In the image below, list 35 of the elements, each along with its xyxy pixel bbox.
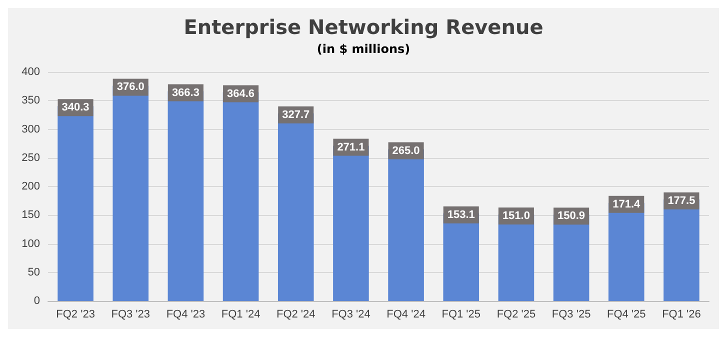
y-tick-label: 300: [22, 123, 40, 136]
data-label: 171.4: [612, 198, 642, 210]
x-tick-label: FQ4 '24: [386, 308, 426, 320]
data-label: 265.0: [392, 144, 420, 157]
y-tick-label: 400: [22, 66, 40, 78]
data-label: 366.3: [172, 86, 200, 99]
chart-title: Enterprise Networking Revenue: [184, 15, 544, 39]
data-label: 150.9: [558, 210, 586, 222]
data-label: 376.0: [116, 81, 144, 94]
x-tick-label: FQ1 '25: [442, 308, 481, 320]
x-tick-label: FQ2 '25: [496, 308, 536, 320]
x-tick-label: FQ1 '24: [221, 308, 260, 320]
y-tick-label: 150: [22, 209, 40, 222]
x-tick-label: FQ4 '25: [606, 308, 646, 320]
data-label: 364.6: [227, 88, 255, 100]
data-label: 271.1: [337, 141, 365, 154]
y-tick-label: 50: [28, 266, 40, 278]
data-label: 340.3: [62, 102, 90, 114]
data-label: 153.1: [447, 208, 475, 221]
x-tick-label: FQ2 '24: [276, 308, 316, 320]
x-tick-label: FQ4 '23: [166, 308, 206, 320]
y-tick-label: 100: [22, 238, 40, 250]
y-tick-label: 250: [22, 152, 40, 164]
data-label: 177.5: [668, 194, 696, 207]
x-tick-label: FQ3 '23: [111, 308, 150, 320]
y-tick-label: 350: [22, 94, 40, 107]
x-tick-label: FQ3 '24: [332, 308, 370, 320]
y-tick-label: 0: [34, 295, 40, 307]
x-tick-label: FQ3 '25: [552, 308, 591, 320]
data-label: 151.0: [502, 210, 530, 222]
y-tick-label: 200: [22, 180, 40, 192]
x-tick-label: FQ1 '26: [662, 308, 701, 320]
chart-subtitle: (in $ millions): [316, 42, 410, 56]
data-label: 327.7: [282, 108, 310, 121]
x-tick-label: FQ2 '23: [56, 308, 95, 320]
